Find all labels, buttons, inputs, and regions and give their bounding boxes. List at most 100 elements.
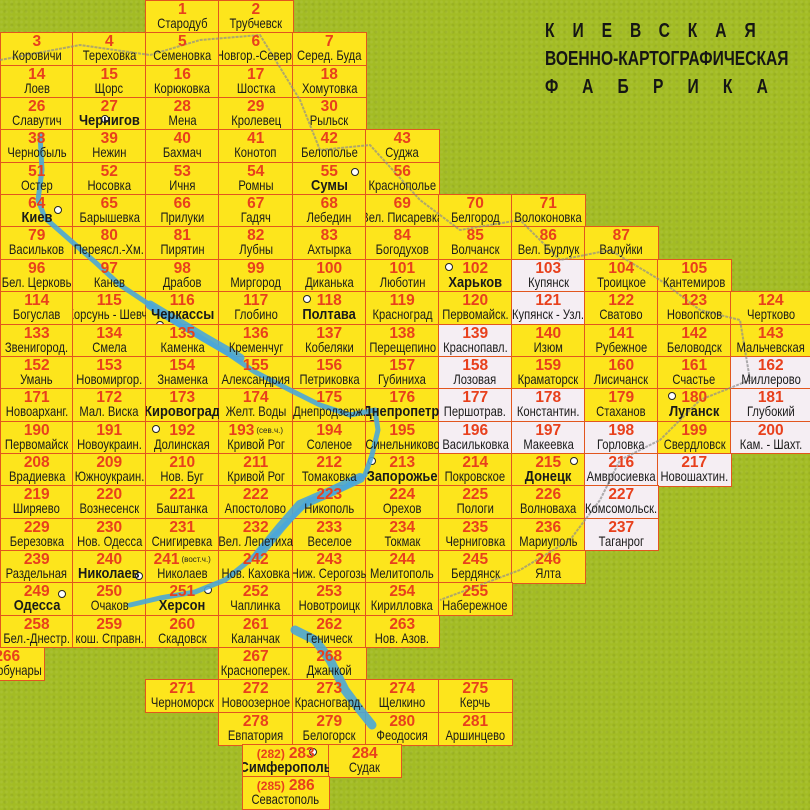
map-sheet: 5 Семеновка [145,32,220,67]
map-sheet: 83 Ахтырка [292,226,367,261]
sheet-name: Тереховка [82,47,137,64]
sheet-name: Свердловск [663,435,726,452]
map-sheet: 244 Мелитополь [365,549,440,584]
map-sheet: 212 Томаковка [292,452,367,487]
sheet-name: Стародуб [157,15,208,31]
sheet-name: Красноперек. [220,662,291,678]
map-sheet: 278 Евпатория [218,711,294,746]
map-sheet: 82 Лубны [218,226,294,261]
map-sheet: 38 Чернобыль [0,129,74,164]
sheet-name: Запорожье [366,467,438,485]
map-sheet: 152 Умань [0,355,74,390]
sheet-name: Нов. Каховка [221,564,290,581]
sheet-name: Переясл.-Хм. [74,241,145,258]
sheet-name: Сумы [310,176,348,194]
sheet-number: 274 [366,680,439,698]
sheet-name: Трубчевск [229,15,282,31]
map-sheet: 275 Керчь [438,679,513,714]
map-sheet: 221 Баштанка [145,485,220,520]
map-sheet: 281 Аршинцево [438,711,513,746]
sheet-name: Новоозерное [221,694,291,711]
sheet-number-value: 272 [242,680,269,698]
sheet-name: Белополье [300,144,358,161]
sheet-name: Конотоп [234,144,277,161]
sheet-number-value: 1 [177,1,187,18]
sheet-name: Апостолово [225,500,287,517]
sheet-name: Мал. Виска [79,403,139,420]
sheet-number-value: 280 [389,712,416,730]
sheet-name: Петриковка [299,370,360,387]
map-sheet: 105 Кантемиров [657,258,732,293]
sheet-name: Чаплинка [230,597,281,614]
sheet-number-value: 286 [288,777,315,795]
sheet-name: Новошахтин. [660,467,729,484]
sheet-name: Волчанск [451,241,500,258]
sheet-number: 278 [219,713,293,729]
map-sheet: 138 Перещепино [365,323,440,358]
map-sheet: 266Татарбунары [0,647,45,681]
map-sheet: 250 Очаков [72,582,147,617]
sheet-name: Изюм [533,338,563,355]
sheet-number-value: 274 [389,680,416,698]
sheet-name: Счастье [672,370,716,387]
sheet-name: Щелкино [379,694,426,711]
sheet-number-value: 143 [757,324,784,342]
map-sheet: 284 Судак [328,744,402,778]
sheet-name: Кривой Рог [226,467,285,484]
sheet-name: Васильковка [441,435,509,452]
sheet-name: Николаев [157,564,208,581]
sheet-name: Набережное [442,597,508,614]
sheet-name: Лубны [238,241,273,258]
map-sheet: 224 Орехов [365,485,440,520]
sheet-name: Керчь [460,694,491,711]
sheet-number: (285) 286 [243,778,329,794]
map-sheet: 180 Луганск [657,388,732,423]
sheet-part-note: (вост.ч.) [181,554,211,564]
sheet-number-value: 281 [462,712,489,730]
sheet-name: Беловодск [666,338,722,355]
map-sheet: 66 Прилуки [145,194,220,228]
map-sheet: 27 Чернигов [72,97,147,131]
sheet-name: Таганрог [598,532,644,549]
map-sheet: 71 Волоконовка [511,194,586,228]
map-sheet: 141 Рубежное [584,323,659,358]
sheet-name: Днепродзерж. [292,403,366,420]
sheet-name: Скадовск [157,629,207,646]
map-sheet: 235 Черниговка [438,517,513,552]
sheet-name: Лисичанск [594,370,649,387]
sheet-name: Первомайск. [442,306,509,323]
sheet-name: Бахмач [162,144,202,161]
sheet-name: Вел. Бурлук [517,241,580,258]
sheet-name: Мелитополь [370,564,435,581]
sheet-name: Барышевка [79,209,140,226]
sheet-name: Глубокий [746,403,795,420]
map-sheet: 208 Врадиевка [0,452,74,487]
sheet-name: Краснопавл. [442,338,508,355]
sheet-number-value: 263 [389,615,416,633]
map-sheet: 251 Херсон [145,582,220,617]
map-sheet: 175 Днепродзерж. [292,388,367,423]
sheet-name: Рыльск [310,112,349,129]
map-sheet: 245 Бердянск [438,549,513,584]
sheet-name: Щорс [94,79,124,96]
sheet-number-value: 2 [251,1,261,18]
sheet-name: Новоукраин. [76,435,142,452]
sheet-name: Судак [349,759,381,776]
sheet-name: Пирятин [160,241,205,258]
map-sheet: 65 Барышевка [72,194,147,228]
sheet-name: Васильков [9,241,65,258]
map-sheet: 176 Днепропетр. [365,388,440,423]
sheet-name: Ялта [535,564,562,581]
map-sheet: 102 Харьков [438,258,513,293]
sheet-name: Симферополь [242,759,330,777]
sheet-name: Нов. Буг [160,467,204,484]
map-sheet: 43 Суджа [365,129,440,164]
map-sheet: 155 Александрия [218,355,294,390]
map-sheet: 103 Купянск [511,258,586,293]
sheet-name: Хомутовка [301,79,358,96]
sheet-number: 281 [439,712,512,730]
sheet-number-value: 162 [757,356,784,374]
map-sheet: 197 Макеевка [511,420,586,455]
sheet-name: Кобеляки [304,338,354,355]
sheet-name: Соленое [306,435,352,452]
